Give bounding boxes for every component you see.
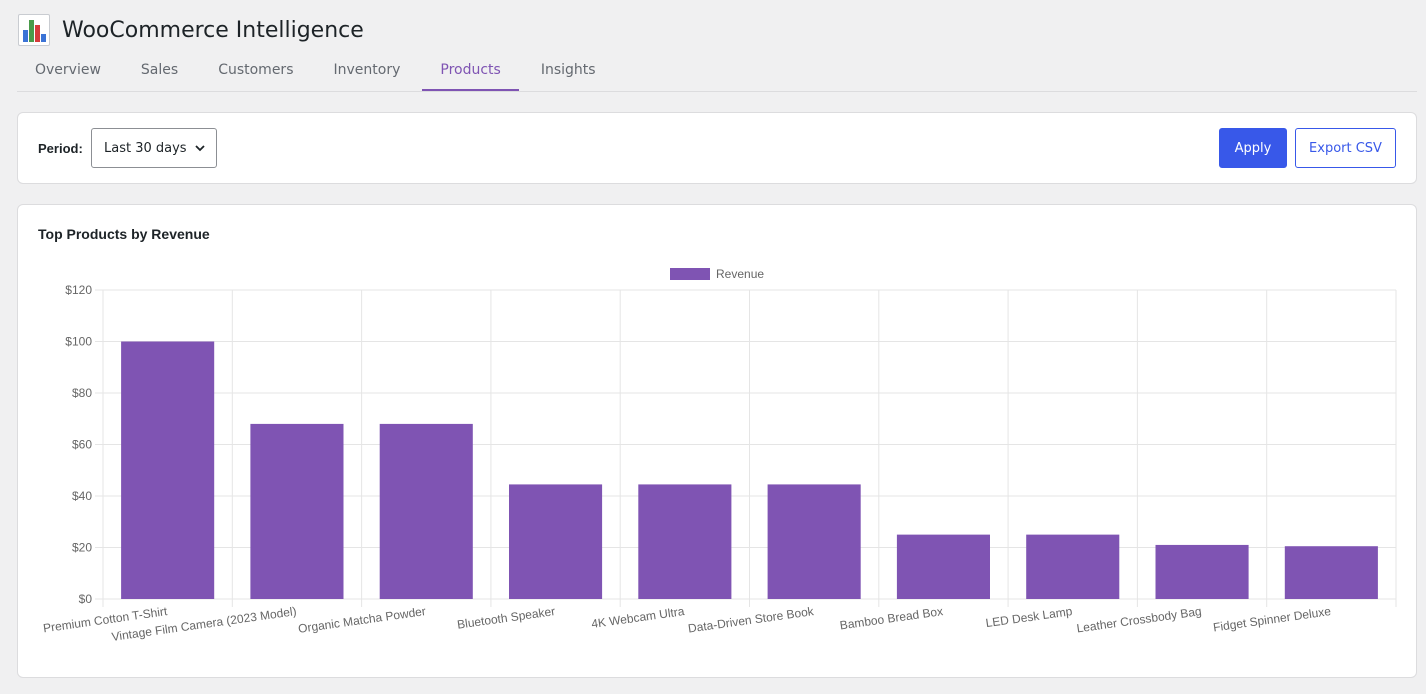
tab-inventory[interactable]: Inventory	[333, 62, 401, 78]
chart-title: Top Products by Revenue	[38, 226, 210, 242]
x-tick-label: Organic Matcha Powder	[297, 604, 426, 636]
y-tick-label: $80	[72, 386, 92, 400]
chart-bar[interactable]	[638, 484, 732, 599]
tab-insights[interactable]: Insights	[540, 62, 596, 78]
chart-bar[interactable]	[121, 341, 215, 600]
legend-label[interactable]: Revenue	[716, 267, 764, 281]
nav-tabs: Overview Sales Customers Inventory Produ…	[17, 52, 1417, 92]
chart-bar[interactable]	[767, 484, 861, 599]
tab-products[interactable]: Products	[422, 52, 519, 91]
chart-bar[interactable]	[509, 484, 603, 599]
tab-customers[interactable]: Customers	[218, 62, 294, 78]
app-header: WooCommerce Intelligence	[18, 12, 364, 48]
chart-bar[interactable]	[1155, 544, 1249, 599]
chart-bar[interactable]	[379, 423, 473, 599]
apply-button[interactable]: Apply	[1219, 128, 1287, 168]
chart-card: Top Products by Revenue $0 $20 $40 $60 $80 $1…	[17, 204, 1417, 678]
tab-overview[interactable]: Overview	[35, 62, 101, 78]
legend-swatch	[670, 268, 710, 280]
y-tick-label: $100	[65, 335, 92, 349]
export-csv-button[interactable]: Export CSV	[1295, 128, 1396, 168]
chart-bar[interactable]	[1026, 534, 1120, 599]
chart-bar[interactable]	[1284, 546, 1378, 599]
chart-grid	[95, 289, 1397, 607]
tab-sales[interactable]: Sales	[140, 62, 179, 78]
period-select[interactable]: Last 30 days	[91, 128, 217, 168]
chart-bar[interactable]	[896, 534, 990, 599]
period-label: Period:	[38, 141, 83, 156]
x-tick-label: LED Desk Lamp	[985, 604, 1074, 630]
chart-bars	[121, 341, 1378, 600]
x-tick-label: 4K Webcam Ultra	[590, 604, 685, 631]
app-title: WooCommerce Intelligence	[62, 17, 364, 43]
chart-bar[interactable]	[250, 423, 344, 599]
chart-legend: Revenue	[670, 267, 764, 281]
x-tick-label: Leather Crossbody Bag	[1076, 604, 1203, 635]
y-tick-label: $40	[72, 489, 92, 503]
period-select-value: Last 30 days	[104, 140, 187, 156]
y-tick-label: $120	[65, 283, 92, 297]
filter-card: Period: Last 30 days Apply Export CSV	[17, 112, 1417, 184]
x-tick-label: Bamboo Bread Box	[839, 604, 944, 632]
y-tick-label: $60	[72, 438, 92, 452]
x-tick-label: Bluetooth Speaker	[456, 604, 556, 632]
y-tick-label: $20	[72, 541, 92, 555]
y-tick-label: $0	[79, 592, 93, 606]
x-tick-label: Data-Driven Store Book	[687, 604, 815, 636]
chevron-down-icon	[195, 145, 205, 152]
x-tick-label: Fidget Spinner Deluxe	[1212, 604, 1332, 634]
bar-chart-icon	[18, 14, 50, 46]
